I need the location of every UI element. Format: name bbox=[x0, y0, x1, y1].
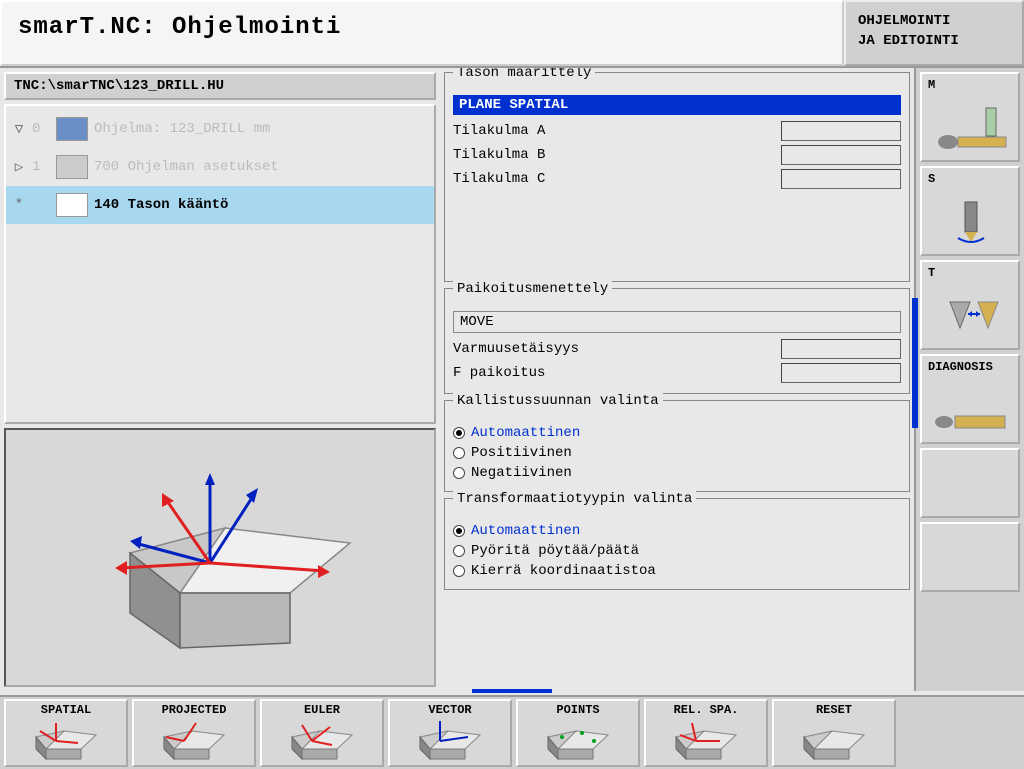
scrollbar-indicator bbox=[912, 298, 918, 428]
angle-input[interactable] bbox=[781, 145, 901, 165]
side-button-empty[interactable] bbox=[920, 448, 1020, 518]
softkey-vector[interactable]: VECTOR bbox=[388, 699, 512, 767]
softkey-icon bbox=[410, 717, 490, 765]
softkey-relspa[interactable]: REL. SPA. bbox=[644, 699, 768, 767]
softkey-icon bbox=[666, 717, 746, 765]
side-button-icon bbox=[922, 290, 1018, 340]
softkey-indicator bbox=[472, 689, 552, 693]
app-title: smarT.NC: Ohjelmointi bbox=[0, 0, 844, 66]
tree-row[interactable]: ▽ 0 Ohjelma: 123_DRILL mm bbox=[6, 110, 434, 148]
softkey-spatial[interactable]: SPATIAL bbox=[4, 699, 128, 767]
side-button-S[interactable]: S bbox=[920, 166, 1020, 256]
field-label: Varmuusetäisyys bbox=[453, 341, 773, 357]
tilt-direction-group: Kallistussuunnan valinta Automaattinen P… bbox=[444, 400, 910, 492]
tree-expand-icon[interactable]: * bbox=[12, 197, 26, 213]
radio-icon[interactable] bbox=[453, 545, 465, 557]
radio-icon[interactable] bbox=[453, 427, 465, 439]
transform-type-option[interactable]: Automaattinen bbox=[453, 521, 901, 541]
softkey-icon bbox=[282, 717, 362, 765]
side-button-M[interactable]: M bbox=[920, 72, 1020, 162]
tree-item-icon bbox=[56, 193, 88, 217]
softkey-projected[interactable]: PROJECTED bbox=[132, 699, 256, 767]
plane-type-selected[interactable]: PLANE SPATIAL bbox=[453, 95, 901, 115]
transform-type-group: Transformaatiotyypin valinta Automaattin… bbox=[444, 498, 910, 590]
field-label: Tilakulma C bbox=[453, 171, 773, 187]
plane-3d-icon bbox=[60, 453, 380, 663]
side-button-empty[interactable] bbox=[920, 522, 1020, 592]
field-label: Tilakulma A bbox=[453, 123, 773, 139]
plane-definition-group: Tason määrittely PLANE SPATIAL Tilakulma… bbox=[444, 72, 910, 282]
tree-row[interactable]: ▷ 1 700 Ohjelman asetukset bbox=[6, 148, 434, 186]
side-button-DIAGNOSIS[interactable]: DIAGNOSIS bbox=[920, 354, 1020, 444]
side-button-icon bbox=[922, 196, 1018, 246]
softkey-icon bbox=[794, 717, 874, 765]
program-tree[interactable]: ▽ 0 Ohjelma: 123_DRILL mm ▷ 1 700 Ohjelm… bbox=[4, 104, 436, 424]
field-label: Tilakulma B bbox=[453, 147, 773, 163]
mode-label: OHJELMOINTI JA EDITOINTI bbox=[844, 0, 1024, 66]
softkey-icon bbox=[26, 717, 106, 765]
angle-input[interactable] bbox=[781, 169, 901, 189]
softkey-points[interactable]: POINTS bbox=[516, 699, 640, 767]
value-input[interactable] bbox=[781, 363, 901, 383]
field-label: F paikoitus bbox=[453, 365, 773, 381]
softkey-reset[interactable]: RESET bbox=[772, 699, 896, 767]
radio-icon[interactable] bbox=[453, 565, 465, 577]
radio-icon[interactable] bbox=[453, 525, 465, 537]
tree-expand-icon[interactable]: ▷ bbox=[12, 159, 26, 176]
tree-item-icon bbox=[56, 155, 88, 179]
value-input[interactable] bbox=[781, 339, 901, 359]
positioning-group: Paikoitusmenettely MOVE Varmuusetäisyys … bbox=[444, 288, 910, 394]
softkey-euler[interactable]: EULER bbox=[260, 699, 384, 767]
radio-icon[interactable] bbox=[453, 467, 465, 479]
tree-expand-icon[interactable]: ▽ bbox=[12, 121, 26, 138]
tree-item-icon bbox=[56, 117, 88, 141]
positioning-mode[interactable]: MOVE bbox=[453, 311, 901, 333]
transform-type-option[interactable]: Kierrä koordinaatistoa bbox=[453, 561, 901, 581]
radio-icon[interactable] bbox=[453, 447, 465, 459]
tilt-direction-option[interactable]: Automaattinen bbox=[453, 423, 901, 443]
tilt-direction-option[interactable]: Positiivinen bbox=[453, 443, 901, 463]
plane-preview bbox=[4, 428, 436, 687]
file-path: TNC:\smarTNC\123_DRILL.HU bbox=[4, 72, 436, 100]
header: smarT.NC: Ohjelmointi OHJELMOINTI JA EDI… bbox=[0, 0, 1024, 68]
side-button-T[interactable]: T bbox=[920, 260, 1020, 350]
angle-input[interactable] bbox=[781, 121, 901, 141]
side-button-icon bbox=[922, 102, 1018, 152]
transform-type-option[interactable]: Pyöritä pöytää/päätä bbox=[453, 541, 901, 561]
side-button-icon bbox=[922, 394, 1018, 434]
softkey-bar: SPATIAL PROJECTED EULER VECTOR POINTS RE bbox=[0, 695, 1024, 769]
tree-row[interactable]: * 140 Tason kääntö bbox=[6, 186, 434, 224]
side-toolbar: M S T DIAGNOSIS bbox=[914, 68, 1024, 691]
softkey-icon bbox=[538, 717, 618, 765]
tilt-direction-option[interactable]: Negatiivinen bbox=[453, 463, 901, 483]
softkey-icon bbox=[154, 717, 234, 765]
